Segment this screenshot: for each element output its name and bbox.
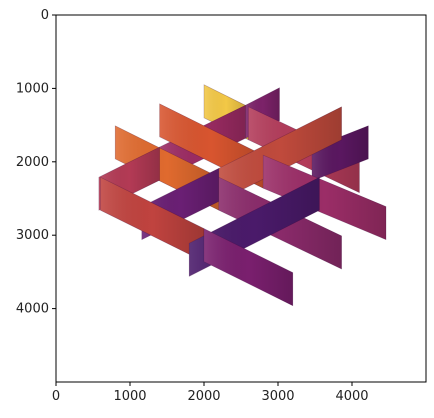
- x-tick-label: 4000: [335, 389, 368, 404]
- y-tick-label: 4000: [16, 302, 49, 317]
- diag-a-panel-shade-5: [263, 155, 386, 240]
- diag-b-panel-shade-6: [312, 125, 369, 181]
- lattice-image: [98, 84, 387, 307]
- plot-frame: [55, 14, 427, 383]
- y-tick-label: 1000: [16, 81, 49, 96]
- x-tick-label: 0: [52, 389, 60, 404]
- x-tick-label: 3000: [261, 389, 294, 404]
- y-tick-label: 2000: [16, 155, 49, 170]
- y-tick-label: 3000: [16, 228, 49, 243]
- x-axis-ticks: 0 1000 2000 3000 4000: [52, 382, 369, 404]
- y-tick-label: 0: [41, 8, 49, 23]
- diag-a-panel-shade-1: [204, 228, 293, 306]
- x-tick-label: 1000: [113, 389, 146, 404]
- x-tick-label: 2000: [187, 389, 220, 404]
- diag-a-panel-shade-0: [100, 177, 204, 262]
- diag-b-panel-shade-2: [218, 106, 342, 202]
- y-axis-ticks: 0 1000 2000 3000 4000: [16, 8, 56, 317]
